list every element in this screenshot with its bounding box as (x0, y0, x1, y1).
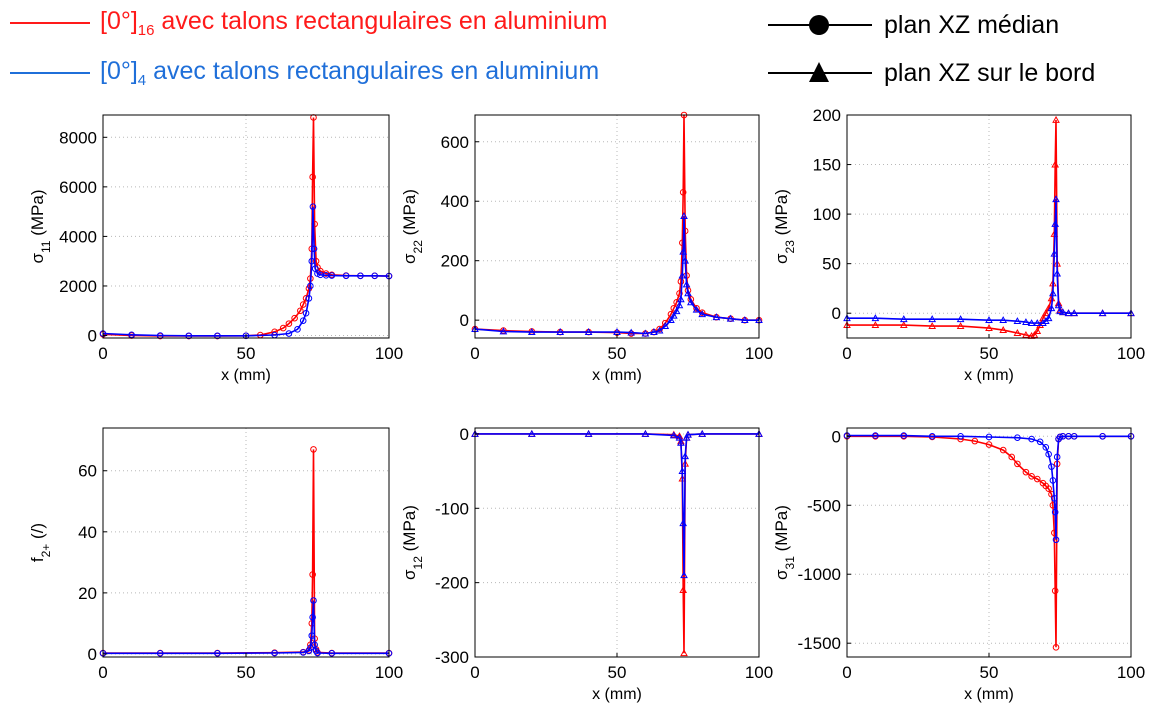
x-tick-label: 50 (608, 663, 627, 682)
chart-5: 0 50 100 0 -100 -200 -300 x (mm) σ12 (MPa) (400, 425, 773, 703)
chart-1: 0 50 100 0 2000 4000 6000 8000 x (mm) σ11 (MPa) (28, 115, 403, 384)
y-axis-label: σ22 (MPa) (400, 189, 425, 264)
y-tick-label: -200 (435, 574, 469, 593)
chart-6: 0 50 100 0 -500 -1000 -1500 x (mm) σ31 (MPa) (772, 427, 1145, 703)
x-tick-label: 100 (375, 344, 403, 363)
x-axis-label: x (mm) (964, 686, 1014, 703)
x-axis-label: x (mm) (592, 367, 642, 384)
x-axis-label: x (mm) (592, 686, 642, 703)
y-tick-label: 0 (88, 327, 97, 346)
chart-3: 0 50 100 0 50 100 150 200 x (mm) σ23 (MPa) (772, 106, 1145, 384)
y-axis-label: σ31 (MPa) (772, 505, 797, 580)
y-tick-label: 40 (78, 523, 97, 542)
y-axis-label: σ23 (MPa) (772, 189, 797, 264)
y-tick-label: 600 (441, 133, 469, 152)
y-tick-label: 6000 (59, 178, 97, 197)
plot-area (475, 428, 759, 657)
x-tick-label: 50 (980, 663, 999, 682)
x-tick-label: 100 (745, 663, 773, 682)
y-tick-label: 50 (822, 255, 841, 274)
plot-area (847, 428, 1131, 657)
x-tick-label: 0 (842, 344, 851, 363)
y-tick-label: 20 (78, 584, 97, 603)
y-tick-label: 0 (460, 425, 469, 444)
y-tick-label: 150 (813, 156, 841, 175)
y-tick-label: 0 (832, 427, 841, 446)
x-tick-label: 50 (237, 344, 256, 363)
x-tick-label: 0 (98, 663, 107, 682)
y-tick-label: 4000 (59, 227, 97, 246)
x-tick-label: 0 (470, 344, 479, 363)
x-axis-label: x (mm) (964, 367, 1014, 384)
plot-area (103, 115, 389, 338)
y-tick-label: 200 (441, 252, 469, 271)
plot-area (103, 428, 389, 657)
y-tick-label: 8000 (59, 128, 97, 147)
y-axis-label: σ11 (MPa) (28, 190, 53, 264)
plot-area (475, 115, 759, 338)
x-tick-label: 0 (842, 663, 851, 682)
y-tick-label: -500 (807, 496, 841, 515)
y-tick-label: 0 (460, 311, 469, 330)
y-tick-label: -300 (435, 648, 469, 667)
y-tick-label: 200 (813, 106, 841, 125)
y-tick-label: -1000 (798, 565, 841, 584)
x-axis-label: x (mm) (221, 367, 271, 384)
y-axis-label: σ12 (MPa) (400, 505, 425, 580)
y-tick-label: 100 (813, 205, 841, 224)
x-tick-label: 100 (1117, 344, 1145, 363)
x-tick-label: 50 (608, 344, 627, 363)
x-tick-label: 50 (980, 344, 999, 363)
y-tick-label: 2000 (59, 277, 97, 296)
y-tick-label: -100 (435, 499, 469, 518)
x-tick-label: 0 (470, 663, 479, 682)
y-axis-label: f2+ (/) (28, 523, 53, 562)
chart-2: 0 50 100 0 200 400 600 x (mm) σ22 (MPa) (400, 112, 773, 384)
x-tick-label: 100 (375, 663, 403, 682)
x-tick-label: 100 (1117, 663, 1145, 682)
y-tick-label: 60 (78, 462, 97, 481)
y-tick-label: 0 (88, 645, 97, 664)
x-tick-label: 100 (745, 344, 773, 363)
x-tick-label: 0 (98, 344, 107, 363)
chart-4: 0 50 100 0 20 40 60 f2+ (/) (28, 428, 403, 682)
y-tick-label: 0 (832, 304, 841, 323)
x-tick-label: 50 (237, 663, 256, 682)
y-tick-label: 400 (441, 192, 469, 211)
y-tick-label: -1500 (798, 634, 841, 653)
plot-area (847, 115, 1131, 338)
